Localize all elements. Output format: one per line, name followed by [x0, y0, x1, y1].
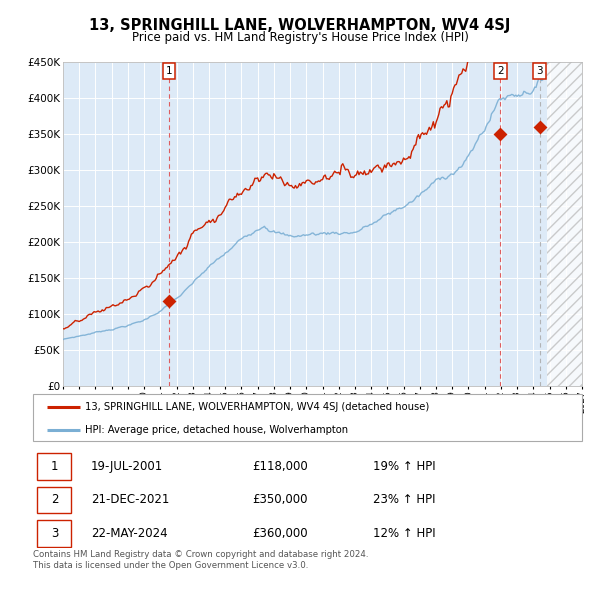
Text: 13, SPRINGHILL LANE, WOLVERHAMPTON, WV4 4SJ (detached house): 13, SPRINGHILL LANE, WOLVERHAMPTON, WV4 … — [85, 402, 430, 412]
Bar — [547, 62, 582, 386]
Text: 1: 1 — [50, 460, 58, 473]
Text: 13, SPRINGHILL LANE, WOLVERHAMPTON, WV4 4SJ: 13, SPRINGHILL LANE, WOLVERHAMPTON, WV4 … — [89, 18, 511, 32]
FancyBboxPatch shape — [37, 453, 71, 480]
FancyBboxPatch shape — [37, 487, 71, 513]
Text: Contains HM Land Registry data © Crown copyright and database right 2024.
This d: Contains HM Land Registry data © Crown c… — [33, 550, 368, 570]
FancyBboxPatch shape — [37, 520, 71, 546]
Text: 23% ↑ HPI: 23% ↑ HPI — [373, 493, 436, 506]
Text: 21-DEC-2021: 21-DEC-2021 — [91, 493, 169, 506]
Text: 22-MAY-2024: 22-MAY-2024 — [91, 527, 167, 540]
Point — [164, 297, 174, 306]
Text: £350,000: £350,000 — [253, 493, 308, 506]
Point — [496, 129, 505, 139]
FancyBboxPatch shape — [33, 394, 582, 441]
Text: 12% ↑ HPI: 12% ↑ HPI — [373, 527, 436, 540]
Text: 3: 3 — [51, 527, 58, 540]
Text: 19% ↑ HPI: 19% ↑ HPI — [373, 460, 436, 473]
Text: Price paid vs. HM Land Registry's House Price Index (HPI): Price paid vs. HM Land Registry's House … — [131, 31, 469, 44]
Text: HPI: Average price, detached house, Wolverhampton: HPI: Average price, detached house, Wolv… — [85, 425, 348, 435]
Point — [535, 122, 544, 132]
Text: 2: 2 — [497, 65, 504, 76]
Text: 2: 2 — [50, 493, 58, 506]
Text: £118,000: £118,000 — [253, 460, 308, 473]
Text: 1: 1 — [166, 65, 172, 76]
Text: £360,000: £360,000 — [253, 527, 308, 540]
Text: 19-JUL-2001: 19-JUL-2001 — [91, 460, 163, 473]
Text: 3: 3 — [536, 65, 543, 76]
